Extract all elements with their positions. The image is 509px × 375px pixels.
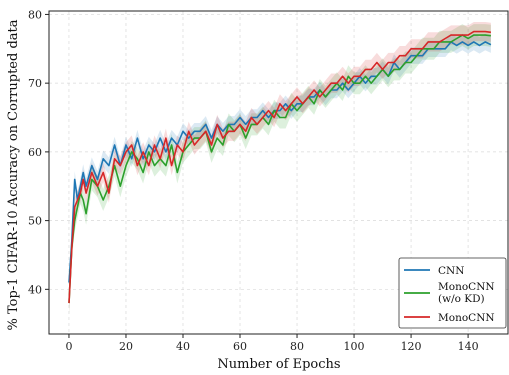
x-tick-label-40: 40 xyxy=(176,340,190,353)
legend-label-monocnn: MonoCNN xyxy=(438,312,495,324)
y-tick-label-70: 70 xyxy=(28,77,42,90)
x-tick-label-80: 80 xyxy=(290,340,304,353)
legend-label-monocnn-wo-kd-line2: (w/o KD) xyxy=(438,293,485,305)
confidence-bands xyxy=(69,22,491,315)
x-axis-label: Number of Epochs xyxy=(217,357,340,372)
series-line-monocnn xyxy=(68,30,491,304)
series-line-monocnn-w-o-kd xyxy=(68,34,491,304)
y-axis: 40 50 60 70 80 xyxy=(28,8,49,296)
y-tick-label-40: 40 xyxy=(28,283,42,296)
y-axis-label: % Top-1 CIFAR-10 Accuracy on Corrupted d… xyxy=(6,19,21,330)
x-tick-label-120: 120 xyxy=(401,340,422,353)
x-axis: 0 20 40 60 80 100 120 140 xyxy=(65,334,479,353)
y-tick-label-60: 60 xyxy=(28,146,42,159)
legend-box xyxy=(398,257,507,329)
band-monocnn-w-o-kd xyxy=(69,24,491,315)
series-lines xyxy=(68,30,492,304)
legend-label-cnn: CNN xyxy=(438,265,464,277)
y-tick-label-50: 50 xyxy=(28,215,42,228)
x-tick-label-100: 100 xyxy=(344,340,365,353)
grid xyxy=(49,11,508,334)
legend-label-monocnn-wo-kd-line1: MonoCNN xyxy=(438,281,495,293)
y-tick-label-80: 80 xyxy=(28,8,42,21)
x-tick-label-0: 0 xyxy=(65,340,72,353)
x-tick-label-140: 140 xyxy=(458,340,479,353)
x-tick-label-60: 60 xyxy=(233,340,247,353)
x-tick-label-20: 20 xyxy=(119,340,133,353)
plot-frame xyxy=(48,10,509,335)
legend: CNN MonoCNN (w/o KD) MonoCNN xyxy=(398,257,507,329)
